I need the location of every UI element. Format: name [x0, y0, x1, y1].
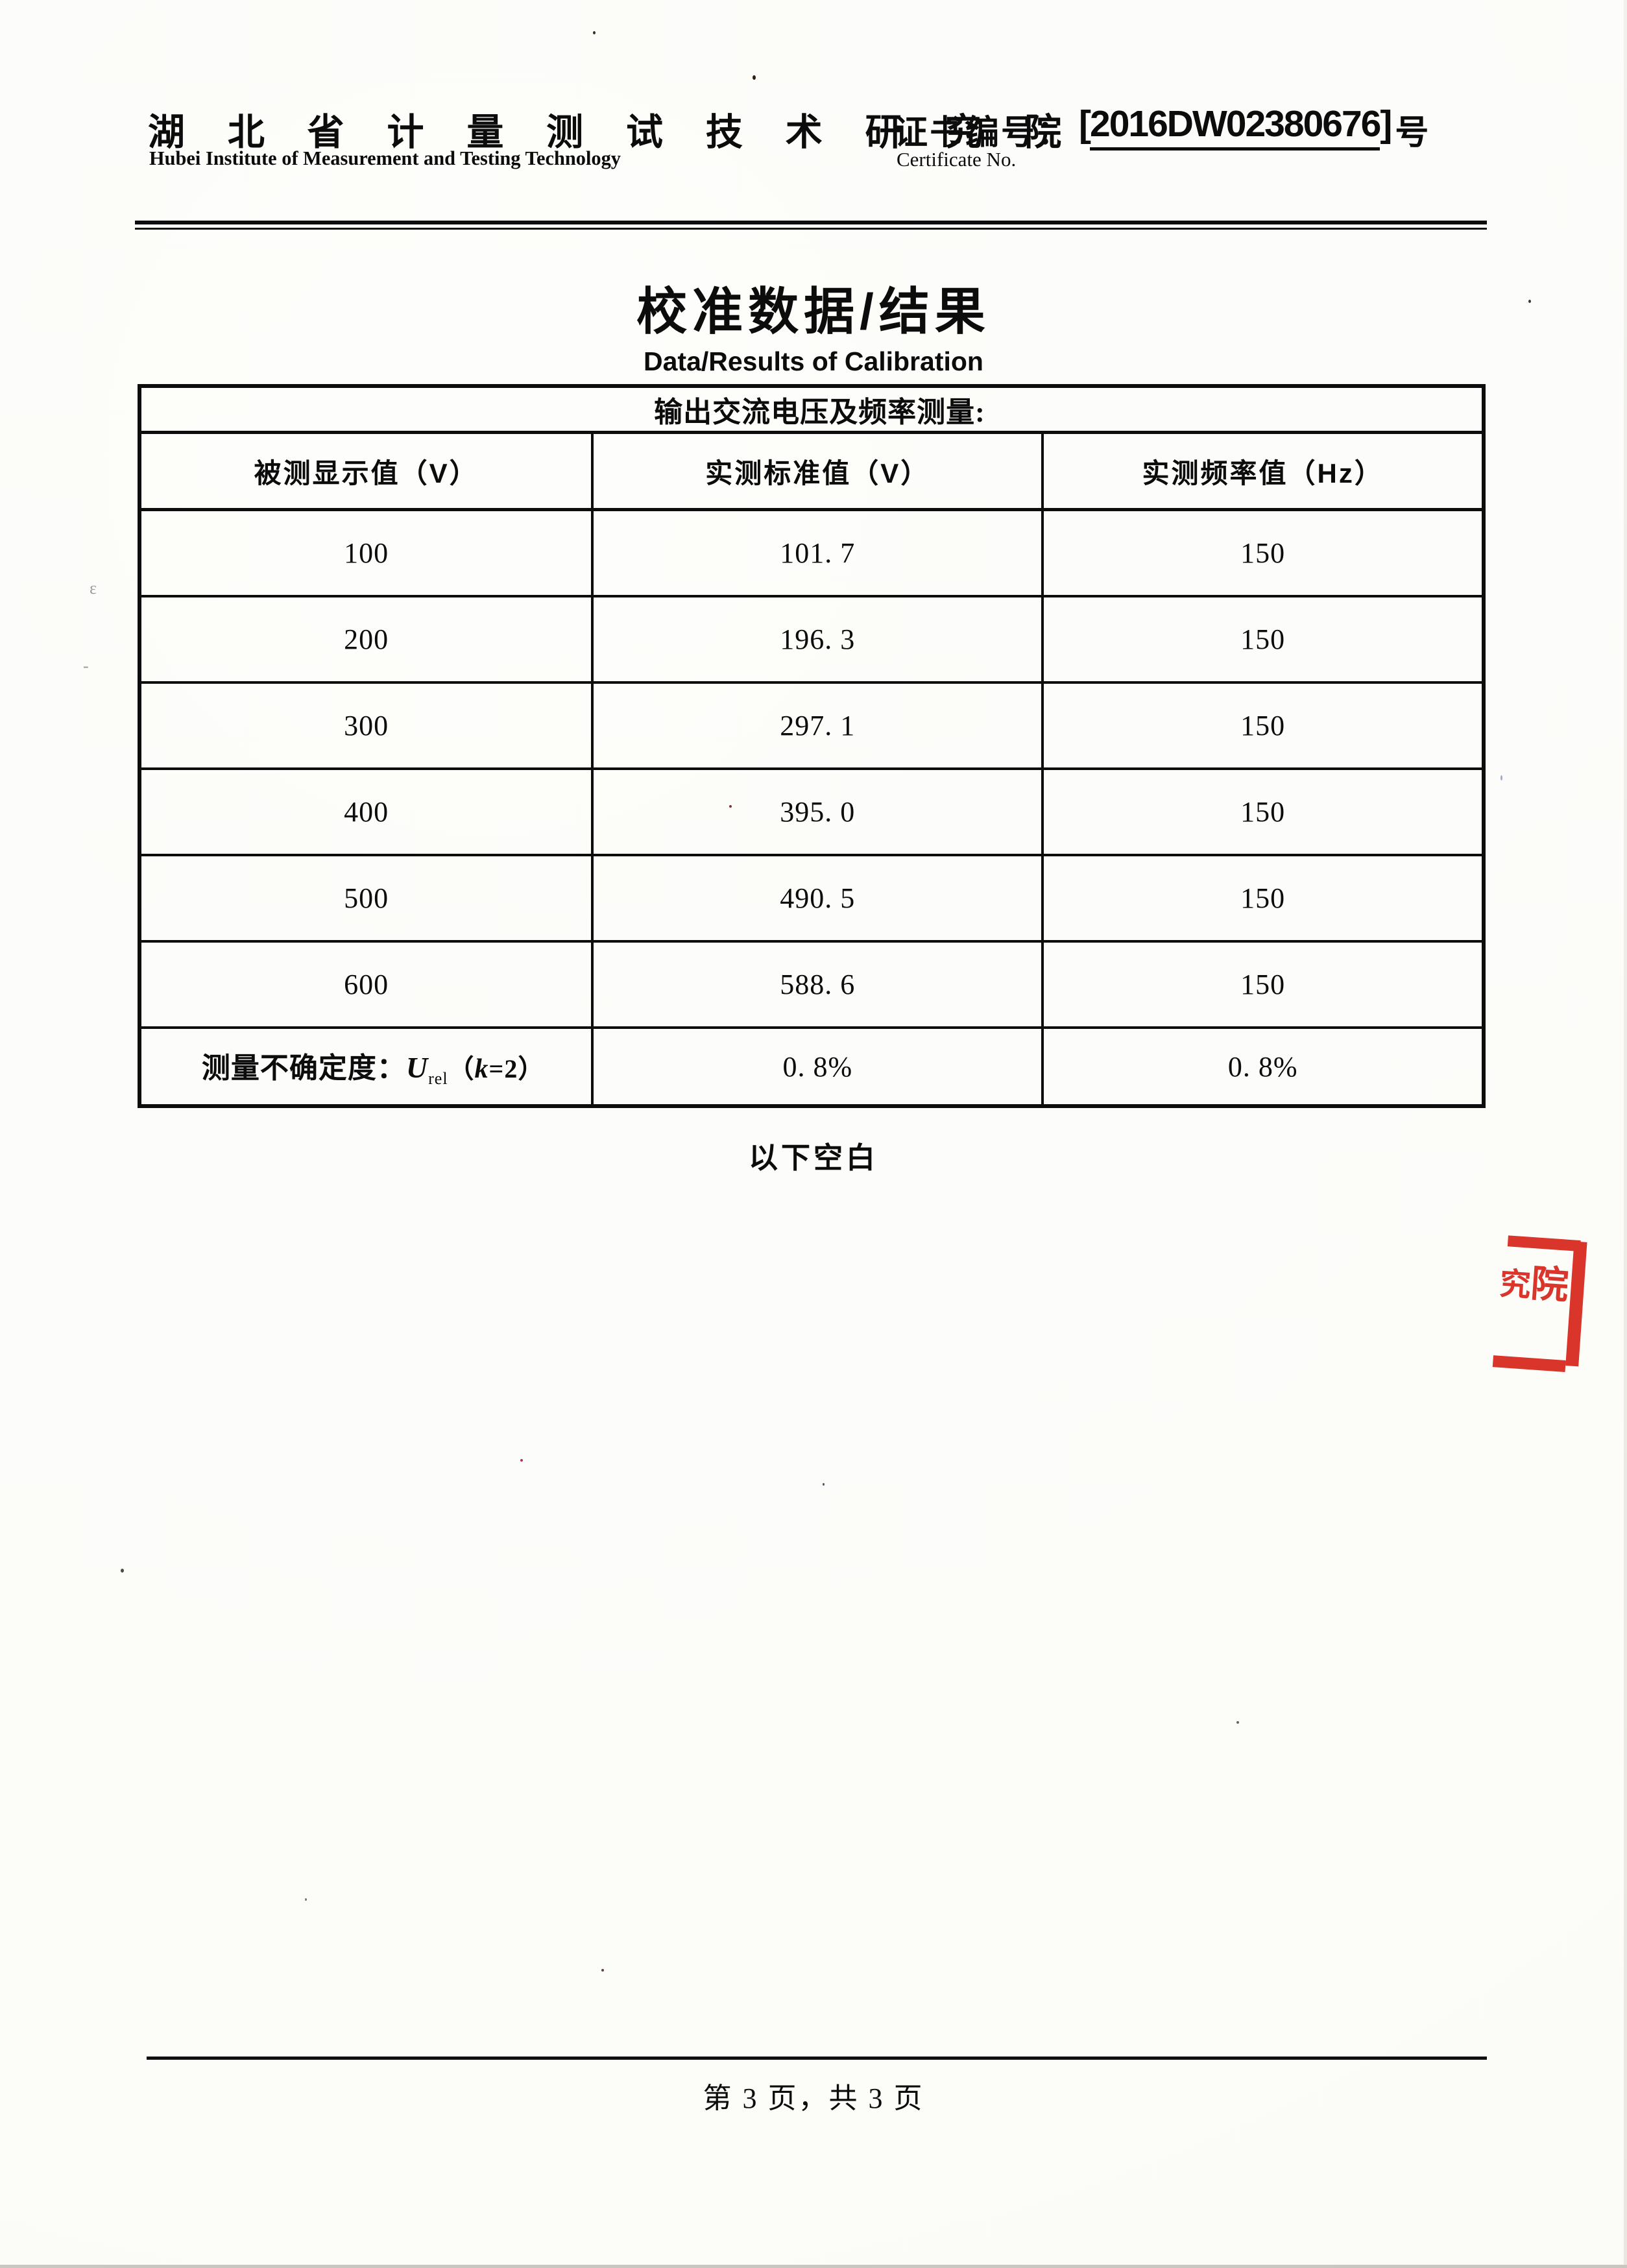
uncertainty-k-symbol: k	[474, 1054, 489, 1084]
scan-noise-speck	[1236, 1721, 1239, 1724]
institute-name-en: Hubei Institute of Measurement and Testi…	[149, 147, 621, 169]
scan-noise-speck	[1500, 775, 1502, 780]
uncertainty-row: 测量不确定度：Urel（k=2） 0. 8% 0. 8%	[138, 1026, 1485, 1107]
seal-char-1: 究	[1498, 1266, 1532, 1303]
cell-standard: 297. 1	[591, 681, 1044, 770]
table-caption-row: 输出交流电压及频率测量:	[138, 385, 1485, 434]
cell-frequency: 150	[1041, 681, 1485, 770]
cert-bracket-open: [	[1079, 103, 1091, 145]
pencil-mark: -	[83, 657, 89, 675]
scan-noise-speck	[121, 1569, 124, 1573]
seal-char-2: 院	[1529, 1262, 1571, 1307]
cell-frequency: 150	[1041, 595, 1485, 684]
table-row: 600 588. 6 150	[138, 940, 1485, 1029]
cell-frequency: 150	[1041, 940, 1485, 1029]
header-divider-bottom	[135, 228, 1487, 230]
cell-standard: 101. 7	[591, 508, 1044, 597]
uncertainty-label-text: 测量不确定度：	[201, 1052, 406, 1084]
cert-bracket-close: ]	[1380, 103, 1392, 145]
uncertainty-paren-open: （	[448, 1054, 475, 1083]
certificate-number-label-en: Certificate No.	[897, 148, 1017, 171]
cell-standard: 196. 3	[591, 595, 1044, 684]
uncertainty-value-voltage: 0. 8%	[591, 1026, 1044, 1107]
cell-standard: 395. 0	[591, 767, 1044, 856]
certificate-number-value: [2016DW02380676]	[1079, 103, 1392, 151]
scan-noise-speck	[753, 75, 756, 80]
certificate-number-block: 证书编号： [2016DW02380676] 号	[894, 103, 1429, 154]
col-header-measured-frequency: 实测频率值（Hz）	[1041, 431, 1485, 511]
pencil-mark: ε	[90, 579, 97, 597]
scan-noise-speck	[305, 1898, 307, 1901]
cell-displayed: 400	[138, 767, 594, 856]
uncertainty-label: 测量不确定度：Urel（k=2）	[138, 1026, 594, 1107]
table-row: 500 490. 5 150	[138, 854, 1485, 943]
table-row: 300 297. 1 150	[138, 681, 1485, 770]
table-header-row: 被测显示值（V） 实测标准值（V） 实测频率值（Hz）	[138, 431, 1485, 511]
certificate-number-suffix: 号	[1395, 114, 1429, 152]
table-row: 200 196. 3 150	[138, 595, 1485, 684]
page-title: 校准数据/结果	[636, 283, 991, 340]
blank-below-note: 以下空白	[748, 1141, 878, 1174]
uncertainty-k-value: =2）	[488, 1054, 545, 1083]
scan-noise-speck	[823, 1483, 825, 1486]
scan-noise-speck	[729, 805, 732, 808]
page-subtitle: Data/Results of Calibration	[644, 346, 983, 376]
calibration-table: 输出交流电压及频率测量: 被测显示值（V） 实测标准值（V） 实测频率值（Hz）…	[138, 384, 1486, 1108]
scan-edge-shadow-right	[1624, 0, 1627, 2268]
header-divider-top	[135, 221, 1487, 224]
cell-displayed: 200	[138, 595, 594, 684]
cell-displayed: 600	[138, 940, 594, 1029]
cell-frequency: 150	[1041, 508, 1485, 597]
uncertainty-value-frequency: 0. 8%	[1041, 1026, 1485, 1107]
col-header-measured-standard: 实测标准值（V）	[591, 431, 1044, 511]
uncertainty-u-symbol: U	[405, 1051, 429, 1084]
scan-edge-shadow-bottom	[0, 2265, 1627, 2268]
scan-noise-speck	[601, 1969, 604, 1972]
cell-standard: 588. 6	[591, 940, 1044, 1029]
scan-noise-speck	[1528, 300, 1531, 303]
table-row: 100 101. 7 150	[138, 508, 1485, 597]
certificate-number-label: 证书编号：	[894, 114, 1073, 152]
page-number: 第 3 页，共 3 页	[703, 2082, 924, 2114]
scan-noise-speck	[593, 31, 596, 34]
cell-standard: 490. 5	[591, 854, 1044, 943]
seal-characters: 究院	[1498, 1251, 1572, 1310]
cell-frequency: 150	[1041, 854, 1485, 943]
cert-number-digits: 2016DW02380676	[1090, 103, 1381, 151]
cell-displayed: 300	[138, 681, 594, 770]
official-seal-partial: 究院	[1492, 1230, 1587, 1373]
seal-border-top	[1507, 1235, 1581, 1252]
col-header-displayed-value: 被测显示值（V）	[138, 431, 594, 511]
footer-divider	[147, 2057, 1487, 2060]
scan-noise-speck	[520, 1459, 523, 1462]
cell-displayed: 100	[138, 508, 594, 597]
cell-displayed: 500	[138, 854, 594, 943]
uncertainty-u-subscript: rel	[428, 1069, 448, 1088]
table-row: 400 395. 0 150	[138, 767, 1485, 856]
institute-name-cn: 湖 北 省 计 量 测 试 技 术 研 究 院	[148, 112, 1078, 153]
table-caption: 输出交流电压及频率测量:	[138, 385, 1485, 434]
cell-frequency: 150	[1041, 767, 1485, 856]
